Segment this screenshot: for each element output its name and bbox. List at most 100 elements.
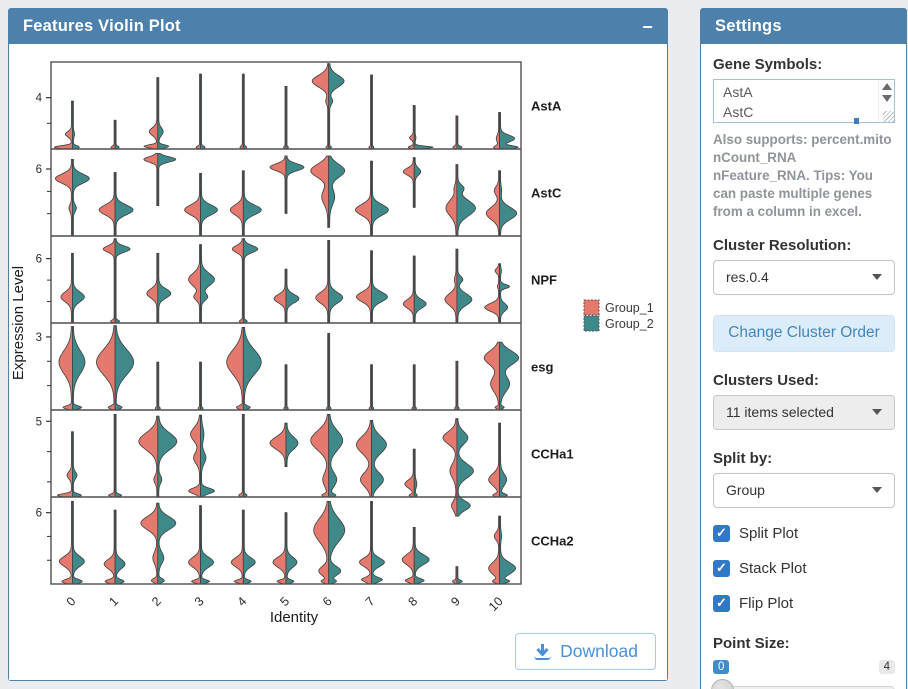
violin-CCHa1-7-group1 (356, 420, 372, 498)
violin-AstC-0-group1 (55, 159, 73, 237)
features-panel-title: Features Violin Plot (23, 17, 181, 35)
violin-CCHa2-7-group2 (371, 501, 385, 585)
flip-plot-checkbox-row[interactable]: Flip Plot (713, 594, 894, 613)
gene-symbols-label: Gene Symbols: (713, 56, 823, 73)
violin-CCHa2-7-group1 (359, 501, 372, 585)
violin-esg-9-group2 (456, 360, 460, 411)
x-tick-label: 2 (149, 594, 164, 609)
gene-symbols-textarea[interactable]: AstA AstC (713, 79, 895, 124)
settings-panel-title: Settings (715, 17, 782, 35)
violin-CCHa1-3-group1 (188, 414, 201, 498)
legend-label: Group_1 (605, 301, 654, 315)
gene-label: AstA (531, 99, 562, 114)
violin-AstC-10-group2 (499, 170, 517, 237)
gene-symbols-help-text: Also supports: percent.mito nCount_RNA n… (713, 132, 892, 219)
change-cluster-order-button[interactable]: Change Cluster Order (713, 314, 895, 352)
violin-CCHa2-0-group2 (72, 501, 85, 585)
violin-CCHa1-8-group2 (413, 448, 418, 498)
violin-esg-0-group1 (58, 326, 73, 411)
violin-CCHa1-7-group2 (371, 420, 387, 498)
collapse-icon[interactable]: − (642, 16, 653, 37)
violin-AstC-6-group1 (310, 155, 330, 228)
violin-AstA-0-group2 (72, 100, 80, 150)
violin-CCHa2-3-group1 (188, 505, 201, 585)
x-tick-label: 9 (448, 594, 463, 609)
download-button[interactable]: Download (515, 633, 656, 670)
scroll-up-icon[interactable] (882, 83, 892, 90)
violin-CCHa2-8-group2 (413, 527, 430, 585)
violin-AstC-2-group1 (143, 153, 159, 206)
y-axis-title: Expression Level (10, 266, 27, 380)
stack-plot-checkbox-row[interactable]: Stack Plot (713, 559, 894, 578)
violin-CCHa1-0-group1 (57, 431, 73, 498)
violin-esg-5-group2 (285, 364, 289, 411)
checkbox-checked-icon[interactable] (713, 524, 730, 542)
clusters-used-value: 11 items selected (726, 404, 834, 421)
cluster-resolution-select[interactable]: res.0.4 (713, 259, 895, 295)
violin-AstC-3-group1 (184, 173, 201, 237)
x-tick-label: 8 (405, 594, 420, 609)
features-panel-header: Features Violin Plot − (9, 9, 667, 44)
violin-CCHa1-6-group1 (310, 414, 330, 498)
violin-AstA-8-group1 (407, 105, 415, 150)
violin-CCHa2-8-group1 (401, 527, 415, 585)
x-tick-label: 4 (235, 594, 250, 609)
slider-handle[interactable] (711, 678, 734, 689)
violin-esg-9-group1 (454, 360, 458, 411)
violin-AstA-2-group2 (157, 77, 170, 150)
violin-esg-3-group2 (200, 361, 204, 411)
violin-CCHa1-9-group1 (442, 418, 458, 517)
split-by-select[interactable]: Group (713, 472, 895, 508)
y-tick-label: 4 (36, 93, 43, 105)
plot-area: 4 AstA 6 AstC 6 NPF 3 esg 5 CCHa1 6 CCHa2 0 1 2 3 4 5 6 7 8 9… (9, 44, 667, 680)
violin-NPF-9-group2 (456, 248, 473, 324)
violin-AstC-10-group1 (485, 170, 500, 237)
violin-AstA-6-group2 (328, 63, 345, 150)
violin-AstC-5-group1 (269, 155, 287, 214)
split-plot-checkbox-row[interactable]: Split Plot (713, 524, 894, 543)
violin-CCHa2-10-group1 (488, 515, 500, 585)
point-size-label: Point Size: (713, 634, 790, 652)
legend-label: Group_2 (605, 317, 654, 331)
violin-CCHa2-6-group1 (313, 501, 330, 585)
violin-AstC-1-group2 (114, 172, 134, 237)
point-size-slider[interactable]: 0 4 0 1 2 3 4 (711, 659, 895, 689)
violin-CCHa2-10-group2 (499, 515, 516, 585)
violin-AstA-4-group1 (239, 73, 244, 150)
violin-NPF-2-group1 (146, 253, 159, 324)
scroll-down-icon[interactable] (882, 95, 892, 102)
chevron-down-icon (872, 274, 882, 281)
x-tick-label: 1 (106, 594, 121, 609)
violin-AstC-9-group1 (445, 164, 458, 237)
violin-NPF-1-group1 (102, 238, 116, 324)
textarea-resize-grip[interactable] (883, 111, 894, 122)
violin-CCHa1-5-group2 (285, 422, 299, 467)
x-axis-title: Identity (270, 609, 319, 626)
violin-CCHa2-2-group2 (157, 502, 177, 585)
violin-CCHa2-0-group1 (59, 501, 73, 585)
violin-CCHa1-10-group2 (499, 422, 508, 498)
checkbox-checked-icon[interactable] (713, 594, 730, 612)
violin-NPF-5-group2 (285, 268, 300, 324)
plot-border (50, 61, 522, 585)
download-icon (534, 643, 552, 660)
violin-esg-7-group1 (368, 364, 372, 411)
checkbox-checked-icon[interactable] (713, 559, 730, 577)
violin-NPF-10-group2 (499, 263, 510, 324)
gene-label: esg (531, 360, 553, 375)
y-tick-label: 6 (36, 254, 42, 266)
gene-line: AstC (723, 104, 754, 120)
violin-esg-0-group2 (72, 326, 86, 411)
violin-CCHa1-9-group2 (456, 418, 474, 517)
violin-AstC-1-group1 (98, 172, 116, 237)
x-tick-label: 3 (192, 594, 207, 609)
split-plot-label: Split Plot (739, 524, 799, 542)
x-tick-label: 0 (64, 594, 79, 609)
violin-CCHa1-0-group2 (72, 431, 82, 498)
violin-esg-4-group1 (226, 327, 244, 411)
violin-AstA-9-group2 (456, 115, 463, 150)
flip-plot-label: Flip Plot (739, 594, 794, 612)
slider-value-badge: 0 (713, 659, 730, 674)
clusters-used-select[interactable]: 11 items selected (713, 394, 895, 430)
violin-esg-1-group2 (114, 325, 135, 411)
